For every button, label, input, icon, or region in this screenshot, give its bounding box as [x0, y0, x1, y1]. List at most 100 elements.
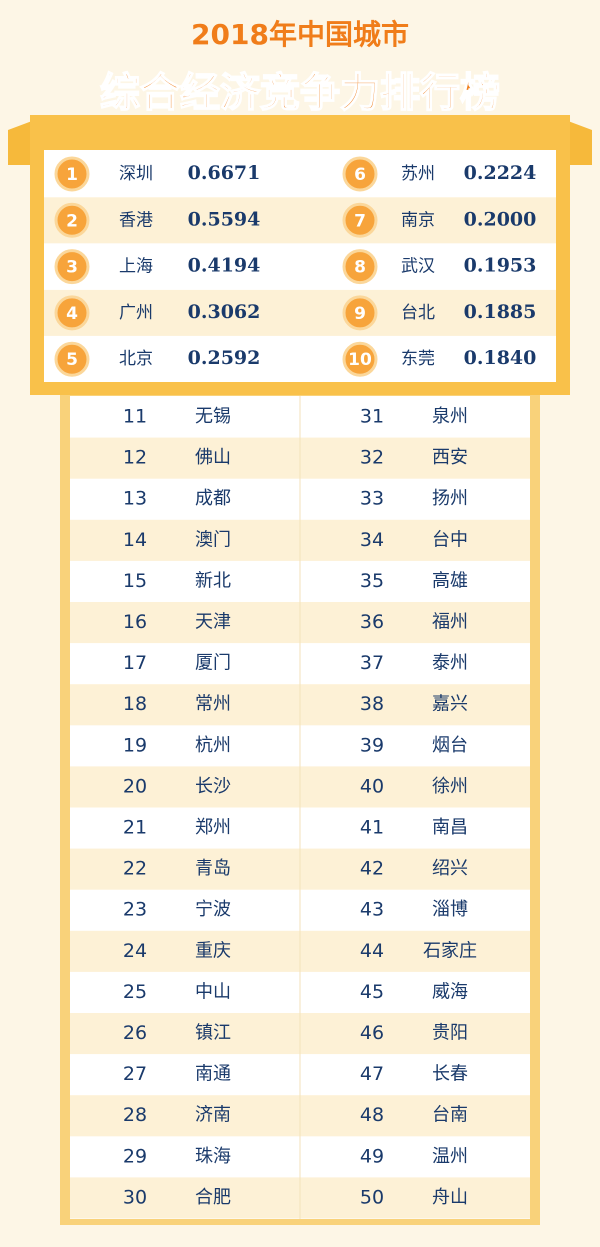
- rank-number: 48: [360, 1104, 384, 1126]
- city-name: 石家庄: [423, 940, 477, 961]
- rank-number: 19: [123, 734, 147, 756]
- rank-number: 46: [360, 1022, 384, 1044]
- rank-badge: [54, 249, 90, 285]
- city-name: 镇江: [195, 1023, 231, 1044]
- rank-number: 30: [123, 1186, 147, 1208]
- rank-number: 43: [360, 899, 384, 921]
- city-name: 郑州: [195, 817, 231, 838]
- rank-badge: [342, 295, 378, 331]
- rank-badge: [54, 295, 90, 331]
- rank-number: 39: [360, 734, 384, 756]
- score: 0.1840: [464, 347, 537, 369]
- rank-number: 33: [360, 488, 384, 510]
- rank-number: 44: [360, 940, 384, 962]
- city-name: 佛山: [195, 447, 231, 468]
- rank-number: 50: [360, 1186, 384, 1208]
- city-name: 深圳: [119, 164, 153, 184]
- rank-number: 47: [360, 1063, 384, 1085]
- rank-number: 5: [66, 350, 78, 370]
- rank-number: 21: [123, 817, 147, 839]
- city-name: 青岛: [195, 858, 231, 879]
- city-name: 南京: [401, 210, 435, 230]
- rank-number: 25: [123, 981, 147, 1003]
- score: 0.4194: [188, 255, 261, 277]
- city-name: 苏州: [401, 164, 435, 184]
- score: 0.6671: [188, 162, 261, 184]
- rank-number: 45: [360, 981, 384, 1003]
- rank-number: 49: [360, 1145, 384, 1167]
- city-name: 新北: [195, 570, 231, 591]
- city-name: 澳门: [195, 529, 231, 550]
- rank-number: 27: [123, 1063, 147, 1085]
- city-name: 天津: [195, 612, 231, 633]
- city-name: 绍兴: [432, 858, 468, 879]
- city-name: 扬州: [432, 488, 468, 509]
- city-name: 武汉: [401, 257, 435, 277]
- rank-badge: [54, 156, 90, 192]
- rank-number: 10: [348, 350, 372, 370]
- city-name: 高雄: [432, 570, 468, 591]
- city-name: 常州: [195, 694, 231, 715]
- rank-number: 37: [360, 652, 384, 674]
- rank-number: 42: [360, 858, 384, 880]
- rank-number: 18: [123, 693, 147, 715]
- rank-number: 12: [123, 447, 147, 469]
- rank-number: 13: [123, 488, 147, 510]
- city-name: 成都: [195, 488, 231, 509]
- city-name: 徐州: [432, 776, 468, 797]
- city-name: 温州: [432, 1146, 468, 1167]
- city-name: 台中: [432, 529, 468, 550]
- score: 0.1885: [464, 301, 537, 323]
- city-name: 上海: [119, 257, 153, 277]
- rank-number: 14: [123, 529, 147, 551]
- rank-number: 9: [354, 304, 366, 324]
- city-name: 香港: [119, 210, 153, 230]
- city-name: 西安: [432, 447, 468, 468]
- top-panel: [44, 150, 556, 382]
- score: 0.1953: [464, 255, 537, 277]
- score: 0.2592: [188, 347, 261, 369]
- city-name: 广州: [119, 303, 153, 323]
- city-name: 南通: [195, 1064, 231, 1085]
- city-name: 台北: [401, 303, 435, 323]
- rank-number: 17: [123, 652, 147, 674]
- rank-number: 28: [123, 1104, 147, 1126]
- city-name: 南昌: [432, 817, 468, 838]
- city-name: 贵阳: [432, 1023, 468, 1044]
- city-name: 宁波: [195, 899, 231, 920]
- city-name: 泰州: [432, 653, 468, 674]
- rank-number: 41: [360, 817, 384, 839]
- rank-number: 8: [354, 258, 366, 278]
- score: 0.3062: [188, 301, 261, 323]
- rank-number: 31: [360, 406, 384, 428]
- rank-number: 22: [123, 858, 147, 880]
- city-name: 合肥: [195, 1187, 231, 1208]
- rank-number: 35: [360, 570, 384, 592]
- rank-number: 29: [123, 1145, 147, 1167]
- city-name: 厦门: [195, 653, 231, 674]
- score: 0.5594: [188, 208, 261, 230]
- city-name: 长沙: [195, 776, 231, 797]
- city-name: 福州: [432, 612, 468, 633]
- rank-badge: [54, 202, 90, 238]
- city-name: 重庆: [195, 940, 231, 961]
- city-name: 淄博: [432, 899, 468, 920]
- score: 0.2224: [464, 162, 537, 184]
- title-line2: 综合经济竞争力排行榜: [100, 70, 500, 116]
- city-name: 嘉兴: [432, 694, 468, 715]
- rank-number: 34: [360, 529, 384, 551]
- rank-number: 3: [66, 258, 78, 278]
- city-name: 中山: [195, 981, 231, 1002]
- rank-badge: [342, 202, 378, 238]
- city-name: 东莞: [401, 349, 435, 369]
- city-name: 舟山: [432, 1187, 468, 1208]
- rank-number: 20: [123, 775, 147, 797]
- rank-number: 15: [123, 570, 147, 592]
- title-line1: 2018年中国城市: [191, 18, 409, 51]
- city-name: 无锡: [195, 406, 231, 427]
- city-name: 珠海: [195, 1146, 231, 1167]
- rank-number: 11: [123, 406, 147, 428]
- rank-number: 1: [66, 165, 78, 185]
- rank-badge: [54, 341, 90, 377]
